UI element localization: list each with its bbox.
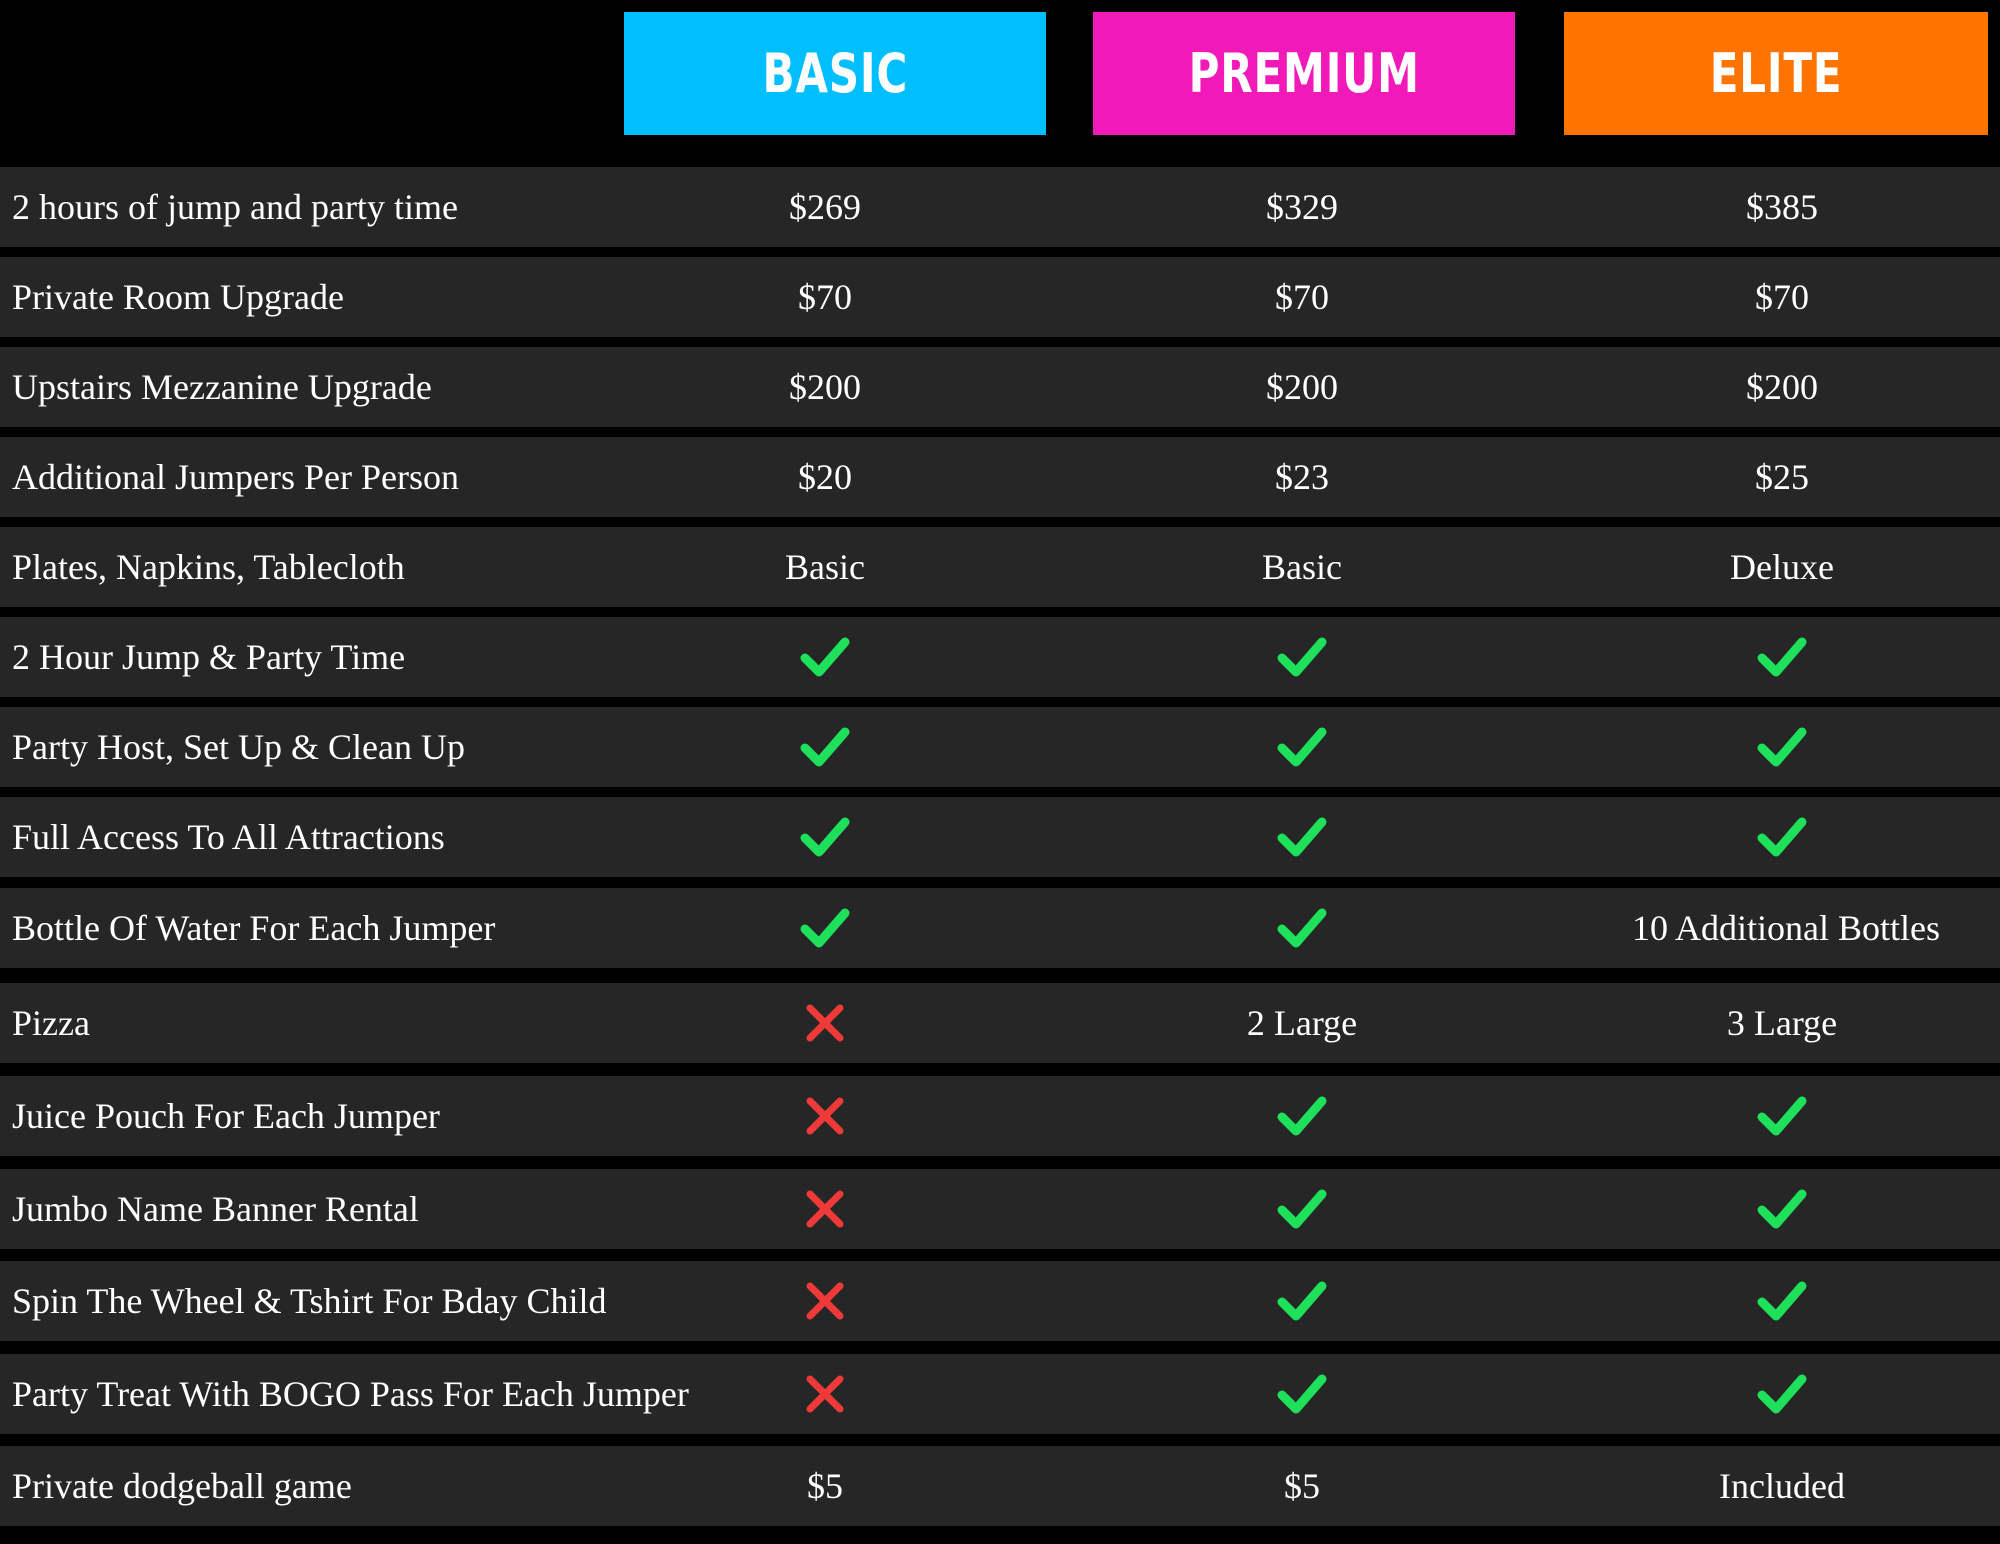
tier-name-premium: PREMIUM — [1188, 42, 1420, 105]
table-row: Full Access To All Attractions — [0, 797, 2000, 877]
feature-label: Full Access To All Attractions — [12, 817, 445, 857]
check-icon — [1152, 1188, 1452, 1230]
table-row: Pizza 2 Large 3 Large — [0, 983, 2000, 1063]
tier-value-premium: $5 — [1284, 1466, 1320, 1506]
table-row: Bottle Of Water For Each Jumper 10 Additi… — [0, 888, 2000, 968]
tier-header-basic: BASIC — [624, 12, 1046, 135]
table-row: Spin The Wheel & Tshirt For Bday Child — [0, 1261, 2000, 1341]
feature-label: Plates, Napkins, Tablecloth — [12, 547, 405, 587]
table-row: 2 Hour Jump & Party Time — [0, 617, 2000, 697]
tier-value-premium: 2 Large — [1246, 1003, 1358, 1043]
cross-icon — [675, 1001, 975, 1045]
feature-label: Spin The Wheel & Tshirt For Bday Child — [12, 1281, 607, 1321]
check-icon — [675, 907, 975, 949]
feature-label: Juice Pouch For Each Jumper — [12, 1096, 440, 1136]
check-icon — [1152, 1095, 1452, 1137]
tier-value-premium: $329 — [1266, 187, 1338, 227]
tier-value-elite: 10 Additional Bottles — [1632, 908, 1941, 948]
cross-icon — [675, 1372, 975, 1416]
check-icon — [1632, 1095, 1932, 1137]
check-icon — [675, 816, 975, 858]
cross-icon — [675, 1187, 975, 1231]
check-icon — [1152, 726, 1452, 768]
check-icon — [1152, 816, 1452, 858]
feature-label: Additional Jumpers Per Person — [12, 457, 459, 497]
tier-value-basic: $269 — [789, 187, 861, 227]
tier-value-basic: $20 — [798, 457, 852, 497]
tier-name-basic: BASIC — [762, 42, 908, 105]
check-icon — [1632, 816, 1932, 858]
tier-value-elite: $385 — [1746, 187, 1818, 227]
tier-name-elite: ELITE — [1709, 42, 1843, 105]
feature-label: Upstairs Mezzanine Upgrade — [12, 367, 432, 407]
check-icon — [1632, 636, 1932, 678]
table-row: Jumbo Name Banner Rental — [0, 1169, 2000, 1249]
table-row: 2 hours of jump and party time $269 $329 $3… — [0, 167, 2000, 247]
table-row: Private dodgeball game $5 $5 Included — [0, 1446, 2000, 1526]
cross-icon — [675, 1094, 975, 1138]
table-row: Plates, Napkins, Tablecloth Basic Basic Del… — [0, 527, 2000, 607]
check-icon — [675, 726, 975, 768]
tier-value-elite: Deluxe — [1730, 547, 1834, 587]
check-icon — [1152, 1373, 1452, 1415]
feature-label: Private dodgeball game — [12, 1466, 352, 1506]
tier-value-elite: Included — [1719, 1466, 1845, 1506]
feature-label: Bottle Of Water For Each Jumper — [12, 908, 496, 948]
table-row: Additional Jumpers Per Person $20 $23 $25 — [0, 437, 2000, 517]
tier-value-elite: $25 — [1755, 457, 1809, 497]
feature-label: Party Treat With BOGO Pass For Each Jump… — [12, 1374, 689, 1414]
tier-value-basic: $5 — [807, 1466, 843, 1506]
feature-label: Private Room Upgrade — [12, 277, 344, 317]
check-icon — [1632, 1373, 1932, 1415]
table-row: Private Room Upgrade $70 $70 $70 — [0, 257, 2000, 337]
check-icon — [1152, 636, 1452, 678]
table-row: Party Treat With BOGO Pass For Each Jump… — [0, 1354, 2000, 1434]
tier-value-premium: Basic — [1262, 547, 1342, 587]
table-row: Party Host, Set Up & Clean Up — [0, 707, 2000, 787]
tier-value-basic: $70 — [798, 277, 852, 317]
tier-value-elite: $70 — [1755, 277, 1809, 317]
tier-value-elite: $200 — [1746, 367, 1818, 407]
table-row: Juice Pouch For Each Jumper — [0, 1076, 2000, 1156]
feature-label: 2 Hour Jump & Party Time — [12, 637, 406, 677]
feature-label: Jumbo Name Banner Rental — [12, 1189, 419, 1229]
tier-header-elite: ELITE — [1564, 12, 1988, 135]
check-icon — [1632, 726, 1932, 768]
tier-value-premium: $200 — [1266, 367, 1338, 407]
tier-value-premium: $70 — [1275, 277, 1329, 317]
check-icon — [1632, 1280, 1932, 1322]
check-icon — [1152, 1280, 1452, 1322]
feature-label: Pizza — [12, 1003, 90, 1043]
check-icon — [1152, 907, 1452, 949]
table-row: Upstairs Mezzanine Upgrade $200 $200 $200 — [0, 347, 2000, 427]
cross-icon — [675, 1279, 975, 1323]
check-icon — [1632, 1188, 1932, 1230]
tier-value-elite: 3 Large — [1726, 1003, 1838, 1043]
tier-value-premium: $23 — [1275, 457, 1329, 497]
feature-label: Party Host, Set Up & Clean Up — [12, 727, 465, 767]
tier-header-premium: PREMIUM — [1093, 12, 1515, 135]
tier-value-basic: Basic — [785, 547, 865, 587]
check-icon — [675, 636, 975, 678]
tier-value-basic: $200 — [789, 367, 861, 407]
feature-label: 2 hours of jump and party time — [12, 187, 458, 227]
